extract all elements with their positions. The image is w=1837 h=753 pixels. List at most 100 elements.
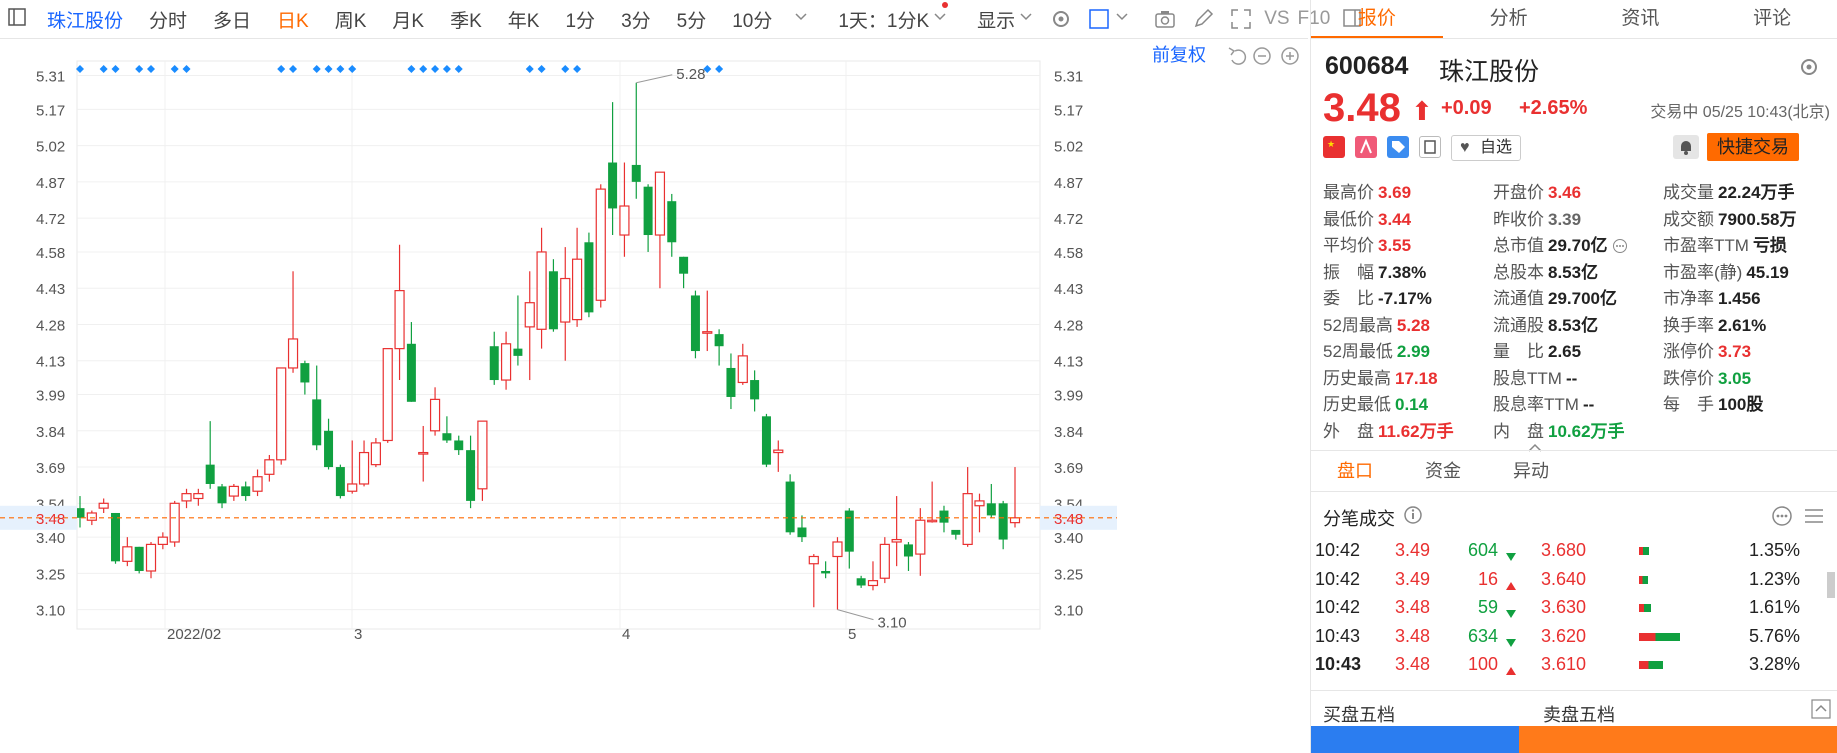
gear-icon[interactable] xyxy=(1050,8,1072,30)
period-tab[interactable]: 10分 xyxy=(732,10,773,32)
y-tick-label: 4.13 xyxy=(36,354,65,371)
high-low-annotations: 5.28 3.10 xyxy=(636,66,907,632)
collapse-icon[interactable] xyxy=(1811,699,1831,724)
stat-cell: 成交量 22.24万手 xyxy=(1663,178,1833,205)
more-icon[interactable] xyxy=(1771,505,1793,532)
more-info-icon[interactable] xyxy=(1608,236,1629,255)
stat-cell: 量 比 2.65 xyxy=(1493,337,1663,364)
orderbook-tab[interactable]: 异动 xyxy=(1513,461,1549,481)
fullscreen-icon[interactable] xyxy=(1230,8,1252,30)
level-price: 3.640 xyxy=(1541,568,1587,589)
display-menu[interactable]: 显示 xyxy=(977,10,1016,32)
stat-value: 2.61% xyxy=(1718,315,1767,335)
triangle-down-icon xyxy=(1505,546,1517,567)
settings-icon[interactable] xyxy=(1798,56,1820,83)
tag-icon xyxy=(1387,136,1409,158)
chevron-down-icon[interactable] xyxy=(932,2,949,30)
zoom-out-icon[interactable] xyxy=(1253,47,1271,65)
stat-value: 3.55 xyxy=(1378,236,1412,255)
y-tick-label: 3.99 xyxy=(1054,388,1083,405)
stat-value: 3.46 xyxy=(1548,183,1582,202)
pencil-icon[interactable] xyxy=(1192,8,1214,30)
chevron-down-icon[interactable] xyxy=(1114,8,1130,30)
stat-label: 开盘价 xyxy=(1493,183,1544,202)
event-marker xyxy=(324,65,333,73)
period-tab[interactable]: 1分 xyxy=(565,10,596,32)
candle xyxy=(1009,467,1021,528)
quick-trade-button[interactable]: 快捷交易 xyxy=(1707,133,1799,161)
candle xyxy=(466,435,476,509)
candle xyxy=(595,184,606,308)
stat-label: 跌停价 xyxy=(1663,368,1714,388)
level-bar xyxy=(1639,632,1681,641)
stat-value: 3.69 xyxy=(1378,183,1412,202)
tick-price: 3.49 xyxy=(1395,568,1431,589)
level-percent: 1.23% xyxy=(1748,568,1800,589)
candle xyxy=(560,247,571,361)
tick-volume: 16 xyxy=(1477,568,1498,589)
list-view-icon[interactable] xyxy=(1803,505,1825,532)
collapse-chevron-icon[interactable] xyxy=(1527,440,1543,458)
panel-tab[interactable]: 资讯 xyxy=(1621,8,1660,29)
panel-toggle-icon[interactable] xyxy=(8,8,26,30)
chevron-down-icon[interactable] xyxy=(793,8,809,30)
orderbook-tab[interactable]: 盘口 xyxy=(1337,461,1373,481)
candle xyxy=(879,537,890,584)
event-markers[interactable] xyxy=(76,65,724,73)
y-tick-label: 4.87 xyxy=(1054,175,1083,192)
period-tab[interactable]: 5分 xyxy=(676,10,707,32)
period-tab[interactable]: 日K xyxy=(277,10,309,32)
candlesticks[interactable] xyxy=(75,82,1021,610)
stock-name-link[interactable]: 珠江股份 xyxy=(47,10,124,32)
candle xyxy=(643,184,653,252)
period-tab[interactable]: 3分 xyxy=(621,10,651,32)
candle xyxy=(584,232,594,318)
period-tab[interactable]: 分时 xyxy=(149,10,188,32)
stat-label: 每 手 xyxy=(1663,395,1714,414)
event-marker xyxy=(537,65,546,73)
info-icon[interactable] xyxy=(1403,505,1423,530)
panel-tab[interactable]: 报价 xyxy=(1311,0,1443,38)
undo-icon[interactable] xyxy=(1228,47,1247,65)
add-watchlist-button[interactable]: ♥ 自选 xyxy=(1451,135,1522,161)
stat-value: 3.73 xyxy=(1718,342,1752,361)
zoom-in-icon[interactable] xyxy=(1281,47,1299,65)
candle xyxy=(891,496,902,567)
period-tab[interactable]: 多日 xyxy=(213,10,252,32)
period-tab[interactable]: 年K xyxy=(507,10,540,32)
panel-tab[interactable]: 评论 xyxy=(1753,8,1792,29)
tick-price: 3.49 xyxy=(1395,540,1431,560)
scrollbar[interactable] xyxy=(1827,572,1835,598)
stat-cell: 流通股 8.53亿 xyxy=(1493,311,1663,338)
stat-cell: 涨停价 3.73 xyxy=(1663,337,1833,364)
stat-cell: 历史最低 0.14 xyxy=(1323,390,1493,417)
orderbook-header: 买盘五档 卖盘五档 xyxy=(1311,690,1837,727)
candle xyxy=(264,454,275,482)
f10-button[interactable]: F10 xyxy=(1297,8,1331,29)
interval-selector[interactable]: 1天：1分K xyxy=(838,10,930,32)
y-tick-label: 4.72 xyxy=(36,211,65,228)
stat-cell: 振 幅 7.38% xyxy=(1323,258,1493,285)
orderbook-tab[interactable]: 资金 xyxy=(1425,461,1461,481)
vs-compare-button[interactable]: VS xyxy=(1264,8,1290,29)
event-marker xyxy=(170,65,179,73)
bookmark-icon[interactable] xyxy=(1419,136,1441,158)
overlay-box-icon[interactable] xyxy=(1088,8,1110,30)
chevron-down-icon[interactable] xyxy=(1018,8,1034,30)
adjust-mode-link[interactable]: 前复权 xyxy=(1152,45,1206,65)
candle xyxy=(679,256,689,289)
panel-tab[interactable]: 分析 xyxy=(1489,8,1528,29)
sidebar-toggle-icon[interactable] xyxy=(1342,8,1362,30)
period-tab[interactable]: 周K xyxy=(334,10,367,32)
kline-chart[interactable]: 5.31 5.17 5.02 4.87 4.72 4.58 4.43 4.28 4.13 3.99… xyxy=(0,39,1308,753)
stat-cell: 昨收价 3.39 xyxy=(1493,205,1663,232)
period-tab[interactable]: 月K xyxy=(392,10,425,32)
tick-time: 10:43 xyxy=(1315,625,1361,646)
y-tick-label: 4.28 xyxy=(36,317,65,334)
stat-value: 亏损 xyxy=(1752,236,1787,255)
camera-icon[interactable] xyxy=(1154,8,1176,30)
period-tab[interactable]: 季K xyxy=(450,10,482,32)
bell-icon[interactable] xyxy=(1673,135,1699,159)
stat-value: 2.65 xyxy=(1548,342,1582,361)
candle xyxy=(524,271,535,381)
